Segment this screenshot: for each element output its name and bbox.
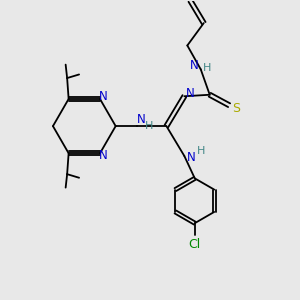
Text: N: N [99, 149, 108, 162]
Text: N: N [99, 90, 108, 103]
Text: S: S [232, 102, 240, 115]
Text: N: N [137, 113, 146, 126]
Text: N: N [187, 151, 195, 164]
Text: N: N [186, 87, 195, 100]
Text: H: H [196, 146, 205, 156]
Text: N: N [190, 59, 199, 72]
Text: H: H [203, 63, 212, 73]
Text: H: H [145, 121, 153, 130]
Text: Cl: Cl [189, 238, 201, 250]
